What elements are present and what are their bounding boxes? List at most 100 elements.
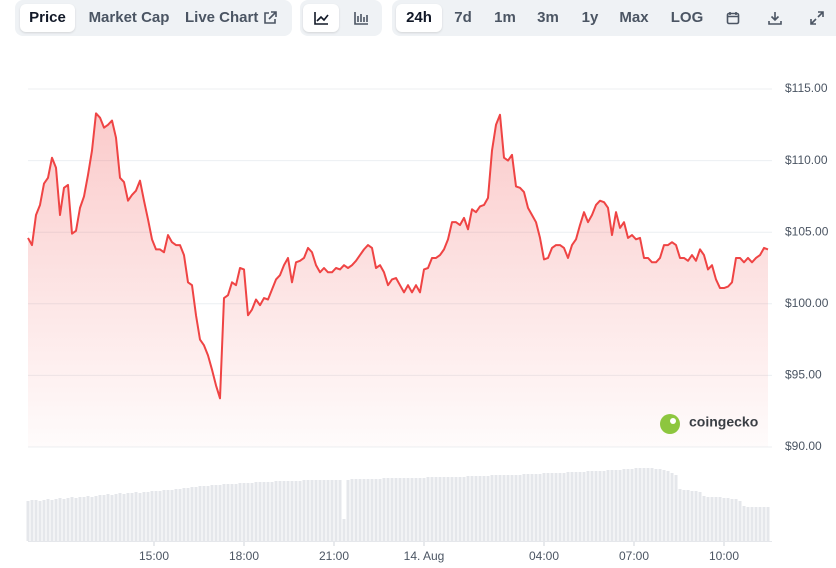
volume-bar (342, 519, 346, 541)
volume-bar (50, 500, 54, 541)
volume-bar (590, 471, 594, 541)
volume-bar (502, 475, 506, 541)
watermark: coingecko (660, 414, 758, 434)
volume-bar (534, 474, 538, 541)
volume-bar (558, 473, 562, 541)
volume-bar (634, 468, 638, 541)
volume-bar (270, 482, 274, 541)
volume-bar (470, 476, 474, 541)
volume-bar (194, 487, 198, 541)
volume-bar (550, 473, 554, 541)
volume-bar (338, 480, 342, 541)
fullscreen-icon[interactable] (810, 11, 824, 25)
range[interactable]: Max (619, 9, 649, 26)
volume-bar (446, 477, 450, 541)
volume-bar (622, 469, 626, 541)
price-area (28, 113, 768, 447)
range[interactable]: 24h (396, 4, 442, 32)
volume-bar (610, 470, 614, 541)
volume-bar (494, 475, 498, 541)
volume-bar (206, 486, 210, 541)
volume-bar (130, 493, 134, 541)
calendar-icon[interactable] (726, 11, 740, 25)
volume-bar (678, 489, 682, 541)
volume-bar (138, 493, 142, 541)
range[interactable]: 1m (494, 9, 516, 26)
volume-bar (710, 497, 714, 541)
brand-logo (660, 414, 680, 434)
volume-bar (406, 478, 410, 541)
volume-bar (522, 474, 526, 541)
volume-bar (638, 468, 642, 541)
x-tick-label: 14. Aug (404, 549, 445, 563)
volume-bar (90, 497, 94, 541)
range[interactable]: 7d (454, 9, 472, 26)
volume-bar (490, 475, 494, 541)
volume-bar (734, 499, 738, 541)
volume-bar (242, 483, 246, 541)
chart-style (300, 0, 382, 36)
volume-bar (430, 477, 434, 541)
volume-bar (306, 480, 310, 541)
volume-bar (182, 488, 186, 541)
volume-bar (94, 496, 98, 541)
volume-bar (382, 478, 386, 541)
volume-bar (526, 474, 530, 541)
tab[interactable]: Price (20, 4, 75, 32)
x-tick-label: 18:00 (229, 549, 259, 563)
volume-bar (226, 484, 230, 541)
volume-bar (314, 480, 318, 541)
volume-bar (30, 500, 34, 541)
range[interactable]: 3m (537, 9, 559, 26)
y-tick-label: $115.00 (785, 81, 828, 95)
volume-bar (58, 498, 62, 541)
volume-bar (746, 507, 750, 541)
price-line (27, 112, 769, 400)
volume-bar (322, 480, 326, 541)
volume-bar (718, 497, 722, 541)
x-tick-label: 07:00 (619, 549, 649, 563)
volume-bar (350, 479, 354, 541)
volume-bar (286, 481, 290, 541)
range[interactable]: 1y (581, 9, 599, 26)
volume-bar (554, 473, 558, 541)
volume-bar (434, 477, 438, 541)
y-tick-label: $90.00 (785, 439, 822, 453)
line-chart-button[interactable] (303, 4, 339, 32)
range[interactable]: LOG (670, 9, 704, 26)
tab[interactable]: Market Cap (88, 9, 170, 26)
volume-bar (738, 501, 742, 541)
volume-bar (474, 476, 478, 541)
volume-bar (618, 470, 622, 541)
volume-bar (714, 497, 718, 541)
volume-bar (538, 474, 542, 541)
volume-bar (402, 478, 406, 541)
volume-bar (362, 479, 366, 541)
download-icon[interactable] (768, 11, 782, 25)
volume-bar (650, 468, 654, 541)
volume-bar (674, 475, 678, 541)
volume-bar (694, 491, 698, 541)
tab[interactable]: Live Chart (185, 9, 259, 26)
volume-bar (586, 471, 590, 541)
volume-bar (178, 489, 182, 541)
candle-chart-button[interactable] (343, 4, 379, 32)
volume-bar (570, 472, 574, 541)
brand-name: coingecko (689, 414, 758, 430)
volume-bar (190, 487, 194, 541)
volume-bar (510, 475, 514, 541)
volume-bar (126, 493, 130, 541)
volume-bar (266, 482, 270, 541)
volume-bar (766, 507, 770, 541)
volume-bar (114, 494, 118, 541)
volume-bar (214, 485, 218, 541)
volume-bar (238, 483, 242, 541)
volume-bar (246, 483, 250, 541)
volume-bar (102, 495, 106, 541)
volume-bar (234, 484, 238, 541)
volume-bar (626, 469, 630, 541)
volume-bar (54, 499, 58, 541)
x-tick-label: 21:00 (319, 549, 349, 563)
volume-bar (222, 484, 226, 541)
